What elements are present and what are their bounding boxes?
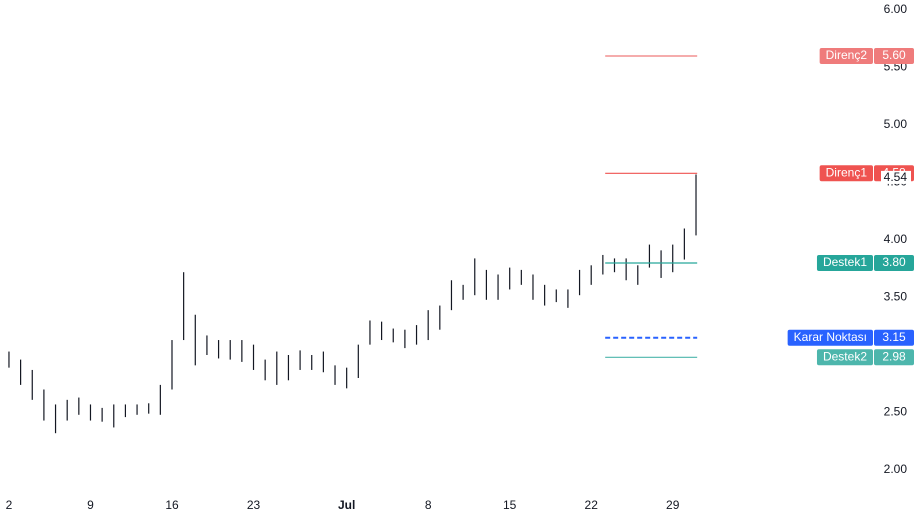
level-value: 5.60 [882, 48, 906, 62]
level-name-box [819, 165, 873, 182]
level-name: Karar Noktası [794, 330, 867, 344]
x-tick-label: 2 [6, 498, 13, 512]
y-tick-label: 6.00 [884, 2, 908, 16]
level-name: Destek1 [823, 255, 867, 269]
x-tick-label: 16 [165, 498, 179, 512]
level-name-box [816, 254, 873, 271]
x-tick-label: 8 [425, 498, 432, 512]
level-name: Destek2 [823, 349, 867, 363]
level-value: 3.80 [882, 255, 906, 269]
y-tick-label: 4.00 [884, 232, 908, 246]
y-tick-label: 3.50 [884, 290, 908, 304]
last-price: 4.54 [884, 170, 908, 184]
y-tick-label: 2.00 [884, 462, 908, 476]
x-tick-label: 15 [503, 498, 517, 512]
x-tick-label: 22 [585, 498, 599, 512]
level-value-box [874, 254, 914, 271]
level-value-box [874, 329, 914, 346]
level-name: Direnç1 [826, 165, 868, 179]
x-tick-label: 29 [666, 498, 680, 512]
level-value: 3.15 [882, 330, 906, 344]
x-tick-label: Jul [338, 498, 355, 512]
level-name: Direnç2 [826, 48, 868, 62]
y-tick-label: 5.00 [884, 117, 908, 131]
level-name-box [816, 349, 873, 366]
level-name-box [819, 48, 873, 65]
y-tick-label: 2.50 [884, 405, 908, 419]
level-value: 2.98 [882, 349, 906, 363]
level-value-box [874, 48, 914, 65]
last-price-bg [881, 170, 911, 184]
x-tick-label: 23 [247, 498, 261, 512]
level-name-box [787, 329, 873, 346]
x-tick-label: 9 [87, 498, 94, 512]
level-value-box [874, 349, 914, 366]
